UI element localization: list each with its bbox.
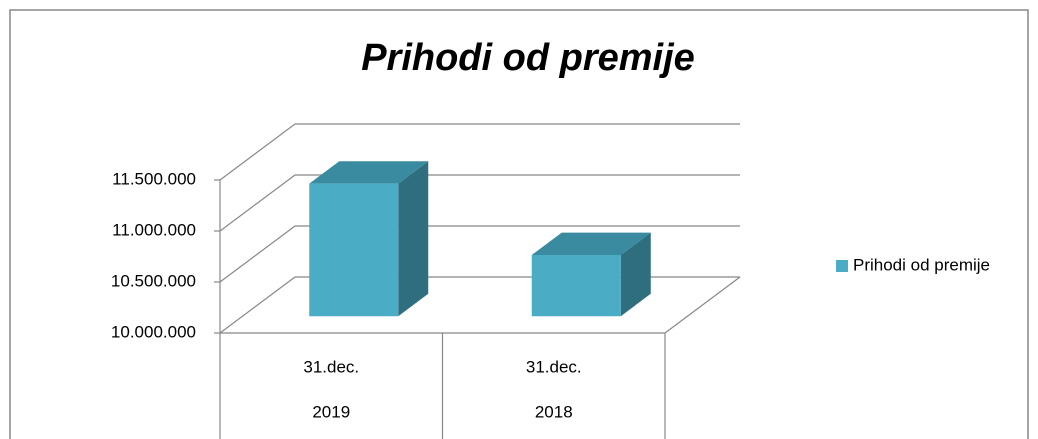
y-tick-label: 10.500.000 (111, 271, 196, 290)
bar-side (398, 161, 429, 317)
chart-title: Prihodi od premije (361, 37, 695, 79)
grid-line (219, 225, 740, 283)
y-tick-label: 10.000.000 (111, 322, 196, 341)
grid-line (219, 174, 740, 232)
x-tick-label: 2019 (312, 402, 350, 421)
grid-line (219, 123, 740, 181)
x-tick-label: 31.dec. (303, 357, 359, 376)
legend-label: Prihodi od premije (853, 255, 990, 274)
chart-border (9, 9, 1029, 439)
x-tick-label: 2018 (535, 402, 573, 421)
bar-top (309, 161, 429, 184)
bar-top (531, 232, 651, 255)
bar-side (620, 232, 651, 317)
bar (531, 255, 621, 317)
legend-swatch (836, 260, 848, 272)
x-tick-label: 31.dec. (526, 357, 582, 376)
y-tick-label: 11.000.000 (112, 220, 196, 239)
bar (309, 183, 399, 317)
y-tick-label: 11.500.000 (112, 169, 196, 188)
